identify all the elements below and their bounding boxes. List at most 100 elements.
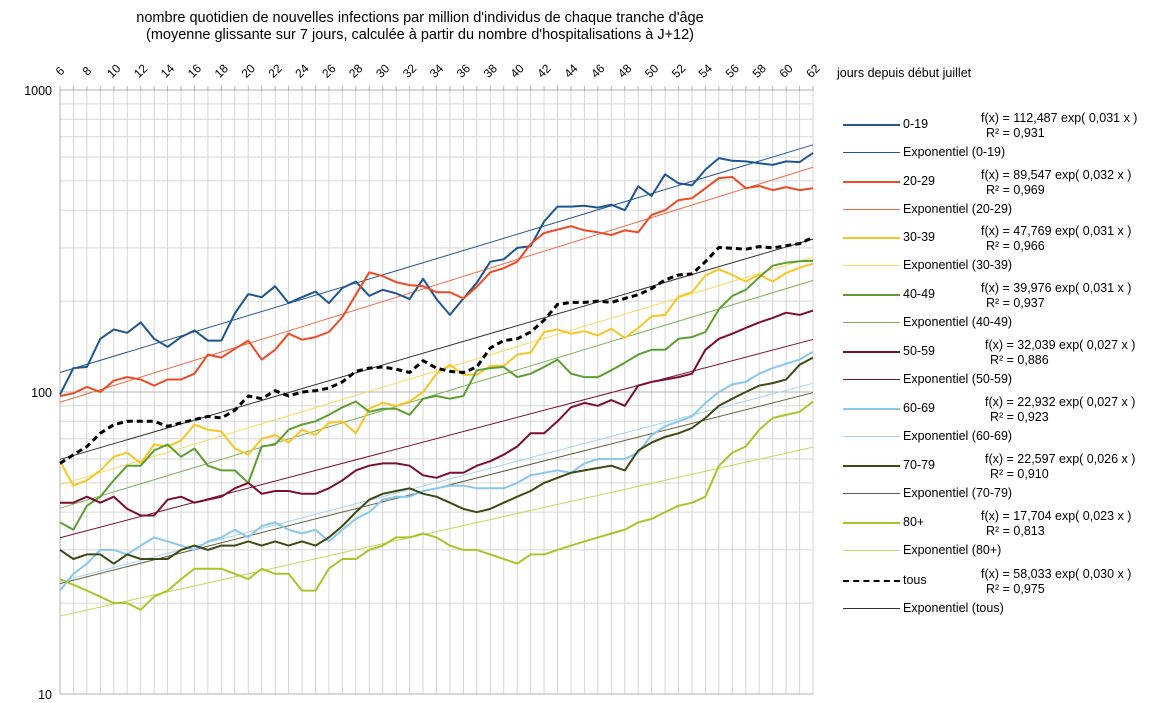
legend-label: Exponentiel (60-69): [903, 429, 1013, 443]
trend-line-80+: [59, 446, 814, 617]
y-tick-label: 10: [38, 688, 52, 702]
legend-label: 20-29: [903, 174, 935, 188]
legend-label: 40-49: [903, 287, 935, 301]
x-tick-label: 14: [158, 61, 178, 81]
x-tick-label: 42: [534, 61, 554, 81]
trend-r2: R² = 0,937: [986, 296, 1045, 310]
trend-r2: R² = 0,931: [986, 126, 1045, 140]
x-tick-label: 12: [131, 61, 151, 81]
x-tick-label: 10: [104, 61, 124, 81]
legend-label: Exponentiel (80+): [903, 543, 1002, 557]
x-tick-label: 40: [508, 61, 528, 81]
x-tick-label: 20: [239, 61, 259, 81]
legend-item-trend-0-19: Exponentiel (0-19): [840, 145, 1171, 161]
series-line-40-49: [59, 259, 814, 531]
legend-equation: f(x) = 22,932 exp( 0,027 x ) R² = 0,923: [985, 395, 1135, 425]
legend-item-0-19: 0-19 f(x) = 112,487 exp( 0,031 x ) R² = 0,…: [840, 111, 1171, 140]
trend-r2: R² = 0,975: [986, 582, 1045, 596]
legend-equation: f(x) = 39,976 exp( 0,031 x ) R² = 0,937: [981, 281, 1131, 311]
x-tick-label: 48: [615, 61, 635, 81]
legend-swatch: [843, 580, 900, 582]
legend-swatch: [843, 436, 900, 437]
legend-item-trend-50-59: Exponentiel (50-59): [840, 372, 1171, 388]
legend-item-trend-60-69: Exponentiel (60-69): [840, 429, 1171, 445]
legend-item-40-49: 40-49 f(x) = 39,976 exp( 0,031 x ) R² = 0,…: [840, 281, 1171, 310]
x-tick-label: 8: [80, 63, 95, 78]
x-tick-label: 56: [723, 61, 743, 81]
trend-r2: R² = 0,813: [986, 524, 1045, 538]
legend-equation: f(x) = 89,547 exp( 0,032 x ) R² = 0,969: [981, 168, 1131, 198]
x-tick-label: 44: [561, 61, 581, 81]
trend-r2: R² = 0,910: [990, 467, 1049, 481]
x-tick-label: 6: [53, 63, 68, 78]
x-tick-label: 46: [588, 61, 608, 81]
legend-swatch: [843, 152, 900, 153]
trend-equation: f(x) = 22,932 exp( 0,027 x ): [985, 395, 1136, 409]
legend-equation: f(x) = 17,704 exp( 0,023 x ) R² = 0,813: [981, 509, 1131, 539]
legend-item-50-59: 50-59 f(x) = 32,039 exp( 0,027 x ) R² = 0,…: [840, 338, 1171, 367]
trend-line-40-49: [59, 280, 814, 509]
series-lines: [59, 152, 814, 611]
legend-label: 0-19: [903, 117, 929, 131]
legend-label: 80+: [903, 515, 925, 529]
legend-item-trend-70-79: Exponentiel (70-79): [840, 486, 1171, 502]
legend-swatch: [843, 379, 900, 380]
x-tick-label: 22: [265, 61, 285, 81]
legend-label: 70-79: [903, 458, 935, 472]
x-tick-label: 58: [750, 61, 770, 81]
y-tick-labels: 10 100 1000: [24, 84, 52, 702]
trend-equation: f(x) = 32,039 exp( 0,027 x ): [985, 338, 1136, 352]
trend-r2: R² = 0,966: [986, 239, 1045, 253]
legend-item-60-69: 60-69 f(x) = 22,932 exp( 0,027 x ) R² = 0,…: [840, 395, 1171, 424]
trend-equation: f(x) = 17,704 exp( 0,023 x ): [981, 509, 1132, 523]
legend-swatch: [843, 408, 900, 410]
trend-line-30-39: [59, 256, 814, 486]
trend-line-50-59: [59, 338, 814, 539]
chart-title: nombre quotidien de nouvelles infections…: [0, 10, 840, 44]
legend-item-70-79: 70-79 f(x) = 22,597 exp( 0,026 x ) R² = 0,…: [840, 452, 1171, 481]
series-line-0-19: [59, 152, 814, 396]
legend-item-trend-tous: Exponentiel (tous): [840, 601, 1171, 617]
legend-label: 60-69: [903, 401, 935, 415]
legend-item-trend-80+: Exponentiel (80+): [840, 543, 1171, 559]
trend-line-20-29: [59, 166, 814, 403]
legend-item-80+: 80+ f(x) = 17,704 exp( 0,023 x ) R² = 0,81…: [840, 509, 1171, 538]
legend-swatch: [843, 493, 900, 494]
trend-equation: f(x) = 39,976 exp( 0,031 x ): [981, 281, 1132, 295]
legend-label: Exponentiel (tous): [903, 601, 1004, 615]
legend-swatch: [843, 237, 900, 239]
series-line-80+: [59, 400, 814, 611]
legend-swatch: [843, 522, 900, 524]
legend-swatch: [843, 209, 900, 210]
legend-swatch: [843, 294, 900, 296]
x-tick-label: 50: [642, 61, 662, 81]
x-tick-label: 16: [185, 61, 205, 81]
trend-equation: f(x) = 89,547 exp( 0,032 x ): [981, 168, 1132, 182]
legend-item-trend-20-29: Exponentiel (20-29): [840, 202, 1171, 218]
legend-label: Exponentiel (20-29): [903, 202, 1013, 216]
legend-item-trend-30-39: Exponentiel (30-39): [840, 258, 1171, 274]
legend-swatch: [843, 322, 900, 323]
trend-r2: R² = 0,969: [986, 183, 1045, 197]
legend-swatch: [843, 351, 900, 353]
trend-equation: f(x) = 112,487 exp( 0,031 x ): [981, 111, 1138, 125]
x-axis-label: jours depuis début juillet: [837, 66, 972, 80]
legend-label: Exponentiel (0-19): [903, 145, 1006, 159]
chart-plot: 6 8 10 12 14 16 18 20 22 24 26 28 30 32 34 36 38 40 42 44 46…: [24, 61, 823, 702]
x-tick-label: 52: [669, 61, 689, 81]
legend-label: Exponentiel (30-39): [903, 258, 1013, 272]
legend-item-tous: tous f(x) = 58,033 exp( 0,030 x ) R² = 0,9…: [840, 567, 1171, 596]
x-tick-label: 38: [481, 61, 501, 81]
x-tick-label: 32: [400, 61, 420, 81]
x-tick-label: 34: [427, 61, 447, 81]
series-line-50-59: [60, 309, 814, 517]
legend-swatch: [843, 265, 900, 266]
legend-label: Exponentiel (40-49): [903, 315, 1013, 329]
x-tick-label: 26: [319, 61, 339, 81]
series-line-tous: [59, 236, 814, 465]
trend-line-tous: [59, 238, 814, 460]
x-tick-label: 62: [803, 61, 823, 81]
x-tick-label: 28: [346, 61, 366, 81]
grid: [59, 89, 814, 695]
legend-swatch: [843, 124, 900, 126]
